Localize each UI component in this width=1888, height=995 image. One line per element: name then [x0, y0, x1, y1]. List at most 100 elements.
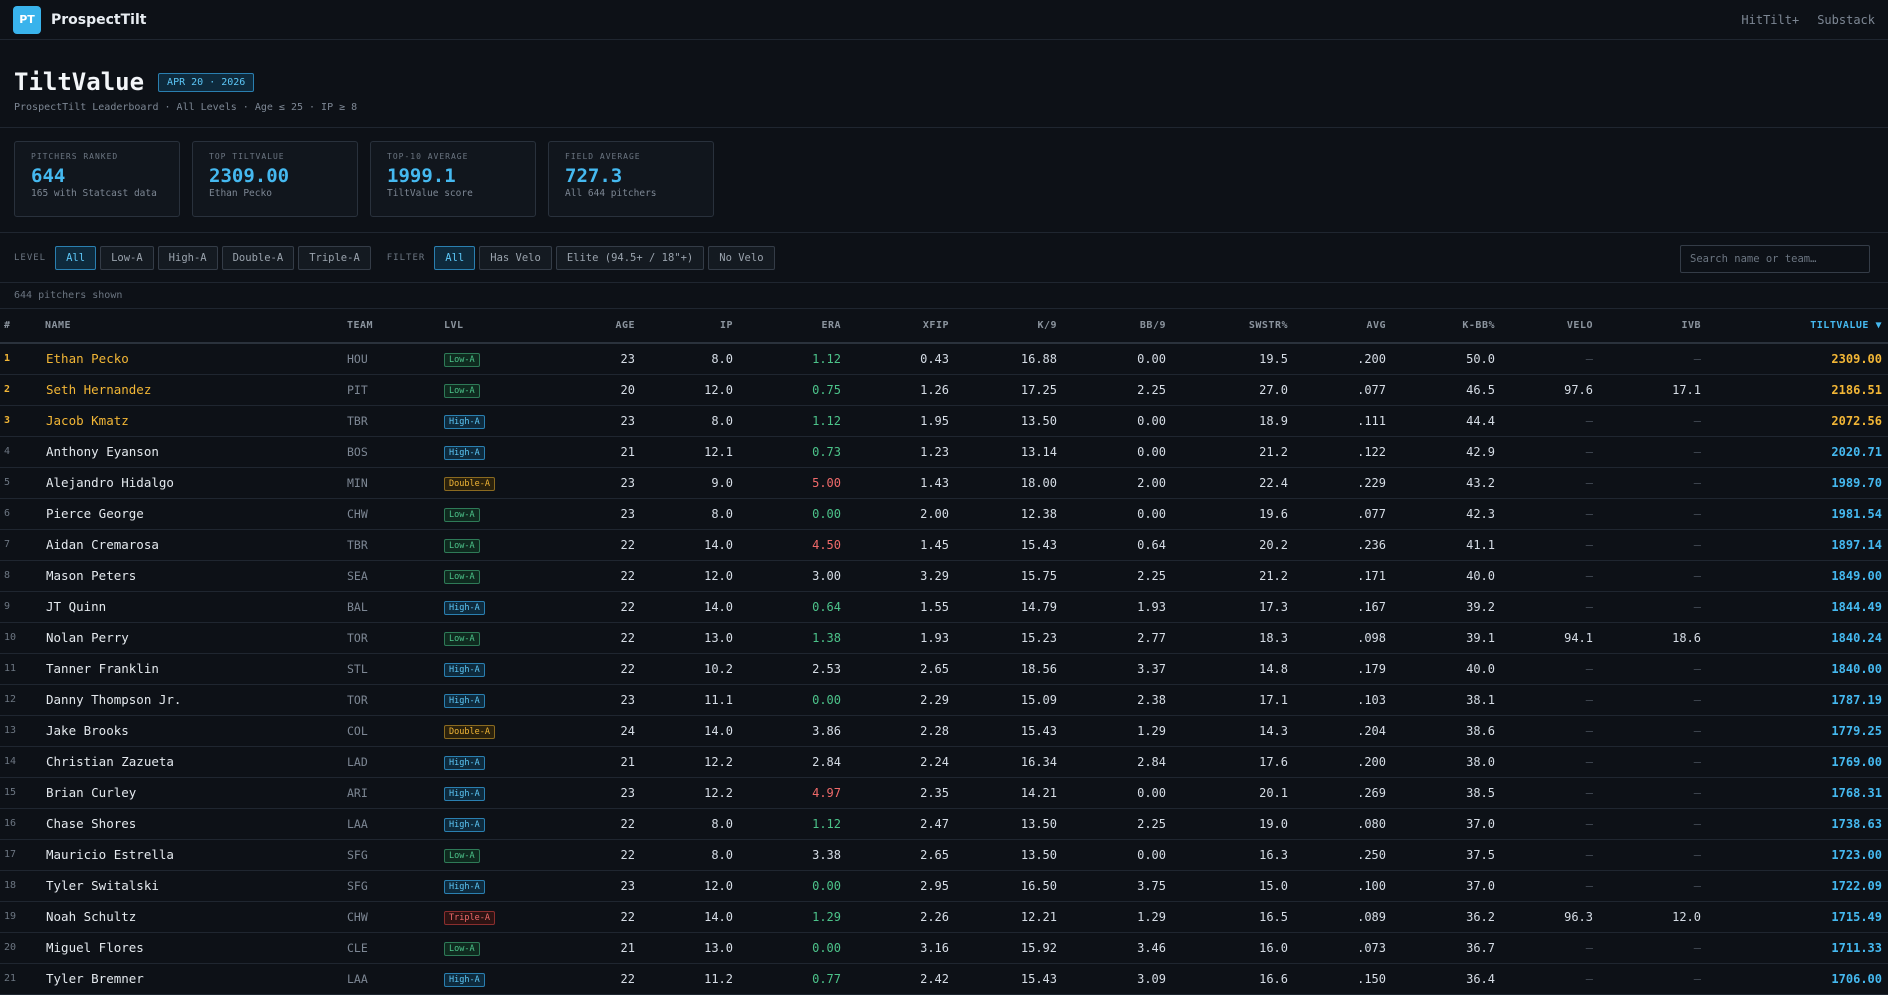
player-name[interactable]: Mason Peters [45, 560, 347, 592]
table-row[interactable]: 19 Noah Schultz CHW Triple-A 22 14.0 1.29 2.26 1… [0, 901, 1888, 933]
column-header-avg[interactable]: AVG [1288, 309, 1386, 344]
nav-link-substack[interactable]: Substack [1817, 12, 1875, 27]
cell-ip: 11.2 [635, 963, 733, 995]
table-row[interactable]: 11 Tanner Franklin STL High-A 22 10.2 2.53 2.65… [0, 653, 1888, 685]
column-header-k9[interactable]: K/9 [949, 309, 1057, 344]
table-row[interactable]: 5 Alejandro Hidalgo MIN Double-A 23 9.0 5.00 1.… [0, 467, 1888, 499]
table-row[interactable]: 20 Miguel Flores CLE Low-A 21 13.0 0.00 3.16 15.… [0, 932, 1888, 964]
column-header-swstr[interactable]: SWSTR% [1166, 309, 1288, 344]
table-row[interactable]: 10 Nolan Perry TOR Low-A 22 13.0 1.38 1.93 15.23… [0, 622, 1888, 654]
cell-level: Low-A [444, 343, 584, 375]
player-name[interactable]: Anthony Eyanson [45, 436, 347, 468]
cell-velo: – [1495, 746, 1593, 778]
table-row[interactable]: 21 Tyler Bremner LAA High-A 22 11.2 0.77 2.42 15… [0, 963, 1888, 995]
player-name[interactable]: Alejandro Hidalgo [45, 467, 347, 499]
column-header-kbb[interactable]: K-BB% [1386, 309, 1495, 344]
player-name[interactable]: Ethan Pecko [45, 343, 347, 375]
table-row[interactable]: 6 Pierce George CHW Low-A 23 8.0 0.00 2.00 12.38… [0, 498, 1888, 530]
table-row[interactable]: 17 Mauricio Estrella SFG Low-A 22 8.0 3.38 2.65… [0, 839, 1888, 871]
column-header-level[interactable]: LVL [444, 309, 584, 344]
level-chip-low-a[interactable]: Low-A [100, 245, 154, 270]
table-row[interactable]: 15 Brian Curley ARI High-A 23 12.2 4.97 2.35 14.… [0, 777, 1888, 809]
cell-rank: 8 [0, 560, 45, 592]
column-header-ivb[interactable]: IVB [1593, 309, 1701, 344]
cell-era: 4.97 [733, 777, 841, 809]
table-row[interactable]: 13 Jake Brooks COL Double-A 24 14.0 3.86 2.28 15… [0, 715, 1888, 747]
cell-kbb: 40.0 [1386, 560, 1495, 592]
level-chip-all[interactable]: All [55, 245, 97, 270]
table-row[interactable]: 2 Seth Hernandez PIT Low-A 20 12.0 0.75 1.26 17.… [0, 374, 1888, 406]
cell-age: 22 [584, 901, 635, 933]
column-header-team[interactable]: TEAM [347, 309, 444, 344]
level-chip-high-a[interactable]: High-A [157, 245, 218, 270]
nav-link-hittilt[interactable]: HitTilt+ [1741, 12, 1800, 27]
filter-chip-all[interactable]: All [434, 245, 476, 270]
player-name[interactable]: Nolan Perry [45, 622, 347, 654]
cell-rank: 5 [0, 467, 45, 499]
brand[interactable]: PT ProspectTilt [13, 5, 146, 34]
cell-velo: – [1495, 808, 1593, 840]
level-chip-double-a[interactable]: Double-A [221, 245, 295, 270]
table-row[interactable]: 9 JT Quinn BAL High-A 22 14.0 0.64 1.55 14.79 1.9… [0, 591, 1888, 623]
search-input[interactable] [1680, 245, 1870, 273]
player-name[interactable]: JT Quinn [45, 591, 347, 623]
cell-ivb: – [1593, 777, 1701, 809]
column-header-age[interactable]: AGE [584, 309, 635, 344]
column-header-era[interactable]: ERA [733, 309, 841, 344]
cell-era: 0.00 [733, 870, 841, 902]
cell-k9: 16.50 [949, 870, 1057, 902]
player-name[interactable]: Chase Shores [45, 808, 347, 840]
table-row[interactable]: 1 Ethan Pecko HOU Low-A 23 8.0 1.12 0.43 16.88 0.… [0, 343, 1888, 375]
cell-tiltvalue: 1981.54 [1701, 498, 1888, 530]
player-name[interactable]: Aidan Cremarosa [45, 529, 347, 561]
column-header-rank[interactable]: # [0, 309, 45, 344]
player-name[interactable]: Jake Brooks [45, 715, 347, 747]
table-row[interactable]: 3 Jacob Kmatz TBR High-A 23 8.0 1.12 1.95 13.50 0… [0, 405, 1888, 437]
filter-chip-no-velo[interactable]: No Velo [708, 245, 775, 270]
cell-k9: 15.92 [949, 932, 1057, 964]
player-name[interactable]: Seth Hernandez [45, 374, 347, 406]
column-header-bb9[interactable]: BB/9 [1057, 309, 1166, 344]
player-name[interactable]: Christian Zazueta [45, 746, 347, 778]
cell-ip: 10.2 [635, 653, 733, 685]
table-row[interactable]: 4 Anthony Eyanson BOS High-A 21 12.1 0.73 1.23 1… [0, 436, 1888, 468]
cell-tiltvalue: 1722.09 [1701, 870, 1888, 902]
cell-era: 1.12 [733, 343, 841, 375]
column-header-velo[interactable]: VELO [1495, 309, 1593, 344]
table-row[interactable]: 14 Christian Zazueta LAD High-A 21 12.2 2.84 2.… [0, 746, 1888, 778]
player-name[interactable]: Danny Thompson Jr. [45, 684, 347, 716]
filter-chip-elite[interactable]: Elite (94.5+ / 18"+) [555, 245, 705, 270]
cell-velo: 97.6 [1495, 374, 1593, 406]
cell-avg: .103 [1288, 684, 1386, 716]
cell-level: High-A [444, 963, 584, 995]
column-header-tiltvalue[interactable]: TILTVALUE ▼ [1701, 309, 1888, 344]
cell-age: 24 [584, 715, 635, 747]
cell-rank: 6 [0, 498, 45, 530]
player-name[interactable]: Jacob Kmatz [45, 405, 347, 437]
filter-chip-has-velo[interactable]: Has Velo [479, 245, 552, 270]
player-name[interactable]: Brian Curley [45, 777, 347, 809]
column-header-name[interactable]: NAME [45, 309, 347, 344]
player-name[interactable]: Mauricio Estrella [45, 839, 347, 871]
column-header-xfip[interactable]: XFIP [841, 309, 949, 344]
table-row[interactable]: 18 Tyler Switalski SFG High-A 23 12.0 0.00 2.95… [0, 870, 1888, 902]
player-name[interactable]: Tanner Franklin [45, 653, 347, 685]
player-name[interactable]: Noah Schultz [45, 901, 347, 933]
cell-kbb: 36.7 [1386, 932, 1495, 964]
table-row[interactable]: 7 Aidan Cremarosa TBR Low-A 22 14.0 4.50 1.45 15… [0, 529, 1888, 561]
cell-level: High-A [444, 777, 584, 809]
cell-bb9: 2.38 [1057, 684, 1166, 716]
cell-era: 0.77 [733, 963, 841, 995]
table-row[interactable]: 8 Mason Peters SEA Low-A 22 12.0 3.00 3.29 15.75… [0, 560, 1888, 592]
player-name[interactable]: Miguel Flores [45, 932, 347, 964]
cell-bb9: 3.46 [1057, 932, 1166, 964]
player-name[interactable]: Tyler Switalski [45, 870, 347, 902]
column-header-ip[interactable]: IP [635, 309, 733, 344]
stat-sub: Ethan Pecko [209, 188, 272, 199]
cell-age: 23 [584, 684, 635, 716]
level-chip-triple-a[interactable]: Triple-A [298, 245, 371, 270]
player-name[interactable]: Tyler Bremner [45, 963, 347, 995]
table-row[interactable]: 12 Danny Thompson Jr. TOR High-A 23 11.1 0.00 2… [0, 684, 1888, 716]
player-name[interactable]: Pierce George [45, 498, 347, 530]
table-row[interactable]: 16 Chase Shores LAA High-A 22 8.0 1.12 2.47 13.5… [0, 808, 1888, 840]
